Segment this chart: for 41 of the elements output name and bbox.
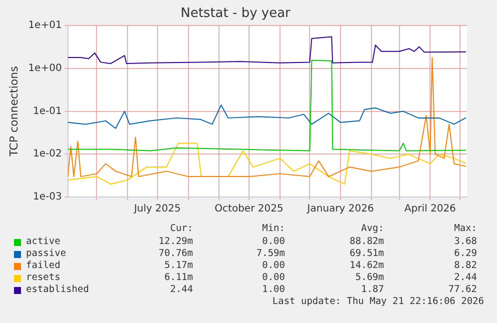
y-tick-label: 1e+00: [28, 63, 62, 74]
y-tick-label: 1e-01: [32, 106, 62, 117]
text: 77.62: [448, 284, 477, 295]
text: 1.87: [361, 284, 384, 295]
text: 0.00: [262, 272, 285, 283]
legend-label: passive: [26, 248, 66, 259]
x-tick-label: January 2026: [306, 204, 374, 215]
text: 1.00: [262, 284, 285, 295]
y-axis-title: TCP connections: [7, 66, 20, 158]
text: Min:: [262, 223, 285, 234]
text: 2.44: [170, 284, 193, 295]
text: 8.82: [454, 260, 477, 271]
text: Avg:: [361, 223, 384, 234]
text: 6.11m: [164, 272, 193, 283]
text: 70.76m: [158, 248, 193, 259]
text: 2.44: [454, 272, 477, 283]
y-tick-label: 1e+01: [28, 20, 62, 32]
text: 88.82m: [350, 236, 384, 247]
x-tick-label: April 2026: [404, 204, 456, 215]
text: 6.29: [454, 248, 477, 259]
text: 7.59m: [256, 248, 285, 259]
text: 3.68: [454, 236, 477, 247]
text: 5.69m: [355, 272, 384, 283]
text: Last update: Thu May 21 22:16:06 2026: [272, 296, 484, 307]
legend-label: failed: [26, 260, 60, 271]
legend-label: active: [26, 236, 60, 247]
y-tick-label: 1e-02: [32, 148, 62, 160]
text: 0.00: [262, 260, 285, 271]
chart-title: Netstat - by year: [180, 6, 292, 22]
legend-label: established: [26, 284, 89, 295]
x-tick-label: October 2025: [214, 204, 284, 215]
y-tick-label: 1e-03: [32, 192, 62, 203]
text: 12.29m: [158, 236, 193, 247]
text: Max:: [454, 223, 477, 234]
legend-label: resets: [26, 272, 60, 283]
text: 14.62m: [350, 260, 384, 271]
x-tick-label: July 2025: [133, 204, 181, 215]
text: Cur:: [170, 223, 193, 234]
text: 69.51m: [350, 248, 384, 259]
text: 0.00: [262, 236, 285, 247]
text: 5.17m: [164, 260, 193, 271]
